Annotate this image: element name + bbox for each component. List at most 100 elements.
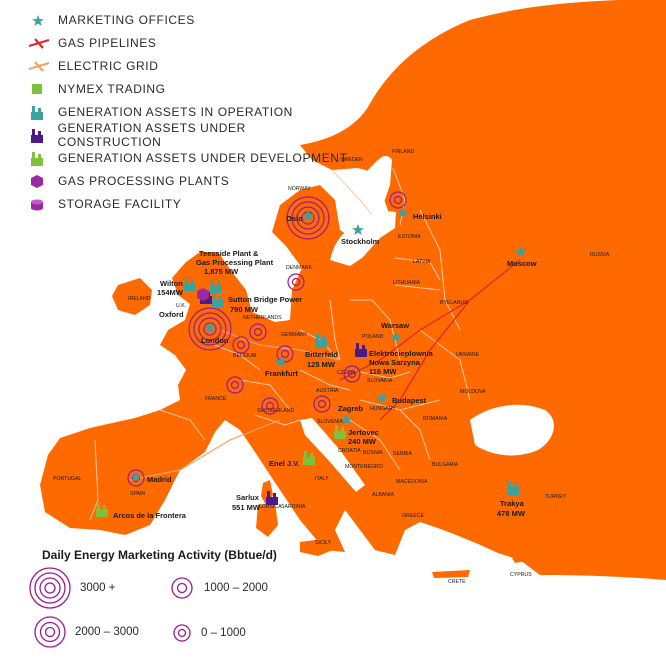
ring-france bbox=[226, 376, 244, 394]
office-label: Zagreb bbox=[338, 404, 363, 413]
ring-denmark bbox=[287, 273, 305, 291]
activity-rings-icon bbox=[29, 567, 71, 609]
activity-level: 0 – 1000 bbox=[171, 622, 246, 644]
country-label: AUSTRIA bbox=[316, 388, 339, 394]
office-label: London bbox=[201, 336, 229, 345]
country-label: MOLDOVA bbox=[460, 389, 486, 395]
legend-label: STORAGE FACILITY bbox=[58, 197, 182, 211]
legend-row: GAS PROCESSING PLANTS bbox=[28, 171, 348, 191]
adriatic-sea bbox=[300, 418, 365, 492]
activity-rings-icon bbox=[173, 624, 191, 642]
activity-rings-icon bbox=[34, 616, 66, 648]
activity-rings bbox=[127, 191, 407, 487]
country-label: CROATIA bbox=[338, 448, 361, 454]
country-label: SICILY bbox=[315, 540, 332, 546]
ring-austria bbox=[313, 395, 331, 413]
country-label: HUNGARY bbox=[370, 406, 396, 412]
asset-label: Wilton 154MW bbox=[157, 279, 184, 297]
legend-label: GENERATION ASSETS IN OPERATION bbox=[58, 105, 293, 119]
asset-label: Arcos de la Frontera bbox=[113, 511, 187, 520]
office-label: Moscow bbox=[507, 259, 537, 268]
country-label: UKRAINE bbox=[456, 352, 480, 358]
office-label: Helsinki bbox=[413, 212, 442, 221]
activity-legend: Daily Energy Marketing Activity (Bbtue/d… bbox=[28, 544, 358, 659]
legend-row: MARKETING OFFICES bbox=[28, 10, 348, 30]
legend-row: STORAGE FACILITY bbox=[28, 194, 348, 214]
country-label: CORSICA bbox=[258, 504, 282, 510]
asset-label: Bitterfeld 125 MW bbox=[305, 350, 338, 369]
country-label: LATVIA bbox=[413, 259, 431, 265]
activity-label: 3000 + bbox=[80, 582, 116, 594]
country-label: SLOVENIA bbox=[317, 419, 343, 425]
factory-icon bbox=[28, 148, 50, 168]
country-label: BOSNIA bbox=[363, 450, 383, 456]
black-sea bbox=[470, 404, 554, 456]
country-label: SARDINIA bbox=[281, 504, 306, 510]
activity-label: 2000 – 3000 bbox=[75, 626, 139, 638]
country-label: PORTUGAL bbox=[53, 476, 82, 482]
asset-label: Enel J.V. bbox=[269, 459, 300, 468]
country-label: SWEDEN bbox=[340, 157, 363, 163]
country-label: POLAND bbox=[362, 334, 384, 340]
factory-icon bbox=[28, 102, 50, 122]
ring-belgium bbox=[232, 336, 250, 354]
country-label: ESTONIA bbox=[398, 234, 421, 240]
country-label: BULGARIA bbox=[432, 462, 459, 468]
legend-row: GENERATION ASSETS UNDER DEVELOPMENT bbox=[28, 148, 348, 168]
office-label: Oslo bbox=[286, 214, 303, 223]
country-label: SPAIN bbox=[130, 491, 145, 497]
country-label: GREECE bbox=[402, 513, 424, 519]
ring-czech bbox=[343, 365, 361, 383]
asset-label: Jertovec 240 MW bbox=[348, 428, 379, 446]
asset-label: Sarlux 551 MW bbox=[232, 493, 261, 512]
legend-label: ELECTRIC GRID bbox=[58, 59, 159, 73]
star-icon bbox=[28, 10, 50, 30]
activity-level: 2000 – 3000 bbox=[33, 615, 139, 649]
orange-line-icon bbox=[28, 56, 50, 76]
baltic-sea bbox=[330, 210, 396, 266]
country-label: DENMARK bbox=[286, 265, 312, 271]
asset-label: Elektrocieplownia Nowa Sarzyna 116 MW bbox=[369, 349, 434, 376]
country-label: MACEDONIA bbox=[396, 479, 428, 485]
sardinia-land bbox=[256, 503, 278, 537]
legend-row: NYMEX TRADING bbox=[28, 79, 348, 99]
country-label: U.K. bbox=[176, 303, 186, 309]
ring-germany bbox=[276, 345, 294, 363]
ring-netherlands bbox=[249, 323, 267, 341]
legend-row: GENERATION ASSETS IN OPERATION bbox=[28, 102, 348, 122]
legend-label: GAS PIPELINES bbox=[58, 36, 157, 50]
ring-finland bbox=[389, 191, 407, 209]
country-label: RUSSIA bbox=[590, 252, 610, 258]
activity-level: 3000 + bbox=[28, 566, 116, 610]
legend-row: GAS PIPELINES bbox=[28, 33, 348, 53]
cyprus-land bbox=[512, 553, 532, 563]
hexagon-icon bbox=[28, 171, 50, 191]
activity-label: 0 – 1000 bbox=[201, 627, 246, 639]
activity-label: 1000 – 2000 bbox=[204, 582, 268, 594]
hexagon-icon bbox=[197, 288, 209, 301]
activity-rings-icon bbox=[171, 577, 193, 599]
country-label: FINLAND bbox=[392, 149, 414, 155]
country-label: IRELAND bbox=[128, 296, 151, 302]
activity-level: 1000 – 2000 bbox=[168, 574, 268, 602]
office-labels: Oslo Stockholm Helsinki Moscow London Fr… bbox=[147, 212, 537, 484]
asset-label: Trakya 478 MW bbox=[497, 499, 526, 518]
country-label: SLOVAKIA bbox=[367, 378, 393, 384]
gas-pipelines bbox=[339, 259, 521, 421]
legend-label: MARKETING OFFICES bbox=[58, 13, 195, 27]
country-label: TURKEY bbox=[545, 494, 567, 500]
sicily-land bbox=[300, 538, 338, 556]
country-label: CRETE bbox=[448, 579, 466, 585]
factory-icon bbox=[28, 125, 50, 145]
legend-label: NYMEX TRADING bbox=[58, 82, 166, 96]
legend-row: GENERATION ASSETS UNDER CONSTRUCTION bbox=[28, 121, 348, 149]
activity-title: Daily Energy Marketing Activity (Bbtue/d… bbox=[42, 548, 277, 562]
office-label: Budapest bbox=[392, 396, 427, 405]
crete-land bbox=[432, 570, 470, 578]
land bbox=[40, 0, 666, 580]
legend-label: GENERATION ASSETS UNDER CONSTRUCTION bbox=[57, 121, 246, 149]
ring-switzerland bbox=[261, 397, 279, 415]
office-label: Frankfurt bbox=[265, 369, 298, 378]
asset-label: Oxford bbox=[159, 310, 184, 319]
